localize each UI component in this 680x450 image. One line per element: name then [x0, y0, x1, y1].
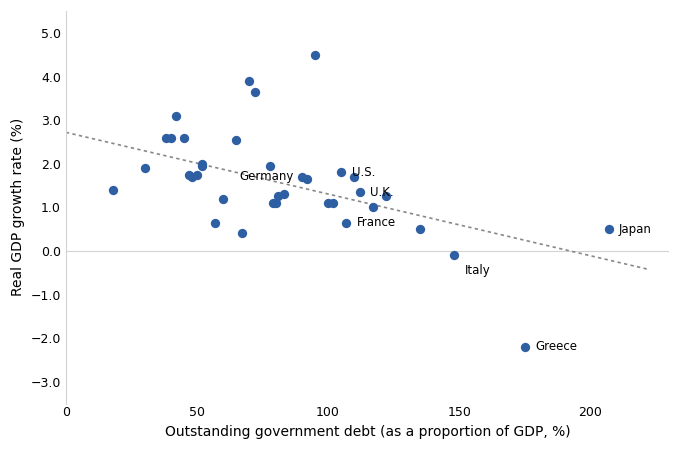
Text: Greece: Greece: [535, 340, 577, 353]
Point: [192, 171, 203, 178]
Point: [449, 252, 460, 259]
Point: [367, 204, 378, 211]
Point: [265, 162, 276, 170]
Text: U.K.: U.K.: [370, 185, 394, 198]
Point: [341, 219, 352, 226]
Point: [270, 199, 281, 207]
Point: [302, 176, 313, 183]
Point: [218, 195, 228, 202]
Text: U.S.: U.S.: [352, 166, 375, 179]
Point: [349, 173, 360, 180]
Point: [267, 199, 278, 207]
Point: [380, 193, 391, 200]
Point: [197, 162, 207, 170]
Point: [139, 165, 150, 172]
X-axis label: Outstanding government debt (as a proportion of GDP, %): Outstanding government debt (as a propor…: [165, 425, 571, 439]
Text: France: France: [357, 216, 396, 229]
Point: [328, 199, 339, 207]
Point: [244, 77, 255, 85]
Point: [354, 189, 365, 196]
Point: [186, 173, 197, 180]
Text: Japan: Japan: [619, 223, 652, 236]
Point: [236, 230, 247, 237]
Point: [171, 112, 182, 119]
Text: Italy: Italy: [464, 264, 490, 277]
Point: [603, 225, 614, 233]
Point: [178, 134, 189, 141]
Point: [273, 193, 284, 200]
Text: Germany: Germany: [239, 170, 294, 183]
Point: [160, 134, 171, 141]
Point: [231, 136, 242, 144]
Point: [278, 191, 289, 198]
Point: [309, 51, 320, 59]
Y-axis label: Real GDP growth rate (%): Real GDP growth rate (%): [11, 118, 25, 297]
Point: [336, 169, 347, 176]
Point: [250, 88, 260, 95]
Point: [210, 219, 221, 226]
Point: [296, 173, 307, 180]
Point: [184, 171, 194, 178]
Point: [165, 134, 176, 141]
Point: [197, 160, 207, 167]
Point: [107, 186, 118, 194]
Point: [322, 199, 333, 207]
Point: [414, 225, 425, 233]
Point: [520, 343, 530, 351]
